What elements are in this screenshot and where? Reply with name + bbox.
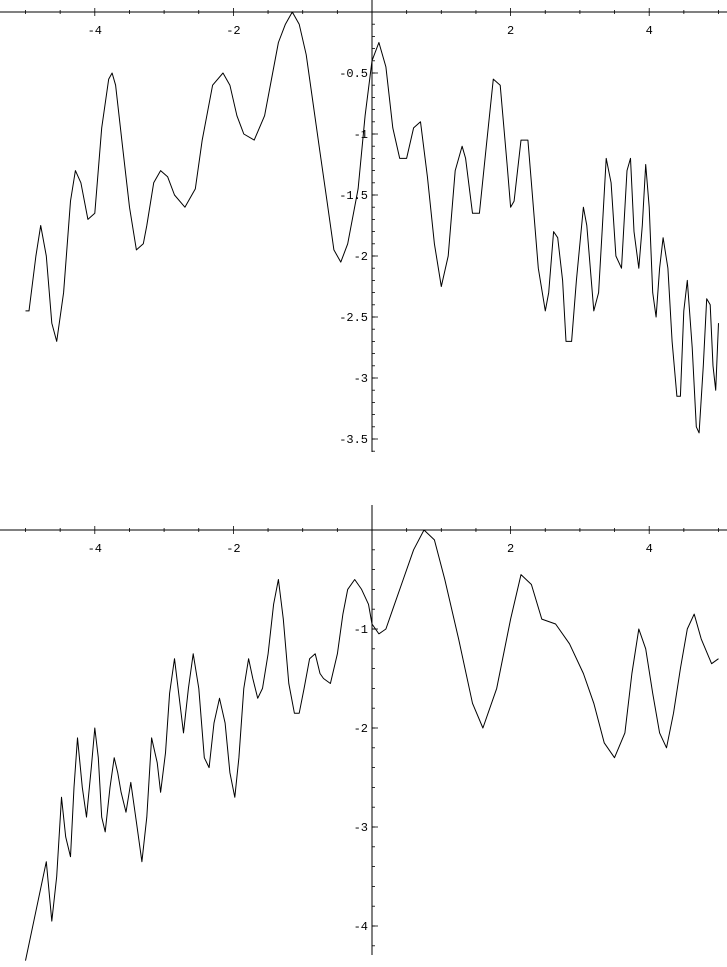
bottom-x-tick-label: -4: [88, 542, 102, 556]
top-x-tick-label: 2: [507, 24, 514, 38]
chart-top: -4 -2 2 4 -0.5 -1 -1.5 -2 -2.5 -3 -3.5: [0, 0, 727, 452]
bottom-y-tick-label: -2: [354, 722, 368, 736]
bottom-x-tick-label: 4: [646, 542, 653, 556]
top-y-tick-label: -3.5: [339, 433, 368, 447]
top-x-tick-label: 4: [646, 24, 653, 38]
chart-bottom: -4 -2 2 4 -1 -2 -3 -4: [0, 505, 727, 961]
bottom-series-line-0: [25, 529, 719, 961]
top-y-tick-label: -1: [354, 128, 368, 142]
top-x-tick-label: -2: [226, 24, 240, 38]
bottom-y-tick-label: -3: [354, 821, 368, 835]
top-series-line-0: [25, 11, 719, 434]
bottom-y-tick-label: -1: [354, 623, 368, 637]
top-y-tick-label: -2.5: [339, 311, 368, 325]
top-y-tick-label: -0.5: [339, 67, 368, 81]
top-y-tick-label: -1.5: [339, 189, 368, 203]
top-y-tick-label: -2: [354, 250, 368, 264]
bottom-x-tick-label: -2: [226, 542, 240, 556]
bottom-y-tick-label: -4: [354, 920, 368, 934]
bottom-x-tick-label: 2: [507, 542, 514, 556]
top-y-tick-label: -3: [354, 372, 368, 386]
top-x-tick-label: -4: [88, 24, 102, 38]
